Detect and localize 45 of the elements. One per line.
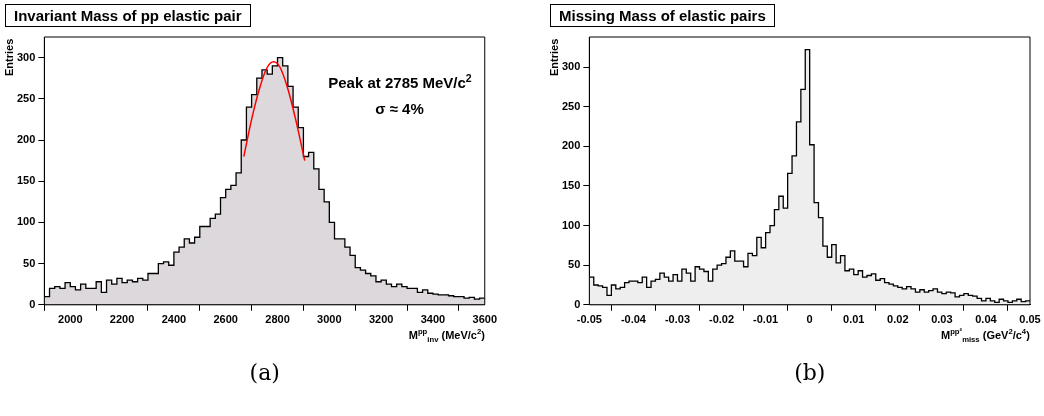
y-tick-label: 300 bbox=[561, 60, 581, 73]
y-tick-label: 100 bbox=[561, 218, 581, 231]
x-tick-label: 2600 bbox=[213, 313, 238, 326]
line-series bbox=[243, 60, 306, 162]
y-tick-label: 100 bbox=[16, 215, 36, 228]
x-tick-label: 3000 bbox=[317, 313, 342, 326]
y-tick-label: 0 bbox=[574, 297, 581, 310]
x-tick-label: 2000 bbox=[58, 313, 83, 326]
x-tick-label: -0.04 bbox=[620, 313, 647, 326]
x-tick-label: 3400 bbox=[420, 313, 446, 326]
text: (b) bbox=[794, 360, 826, 385]
x-tick-label: -0.03 bbox=[664, 313, 691, 326]
x-tick-label: 2800 bbox=[265, 313, 290, 326]
y-tick-label: 250 bbox=[561, 99, 581, 112]
x-tick-label: 2200 bbox=[109, 313, 135, 326]
x-tick-label: 0.04 bbox=[975, 313, 998, 326]
y-tick-label: 300 bbox=[16, 50, 36, 63]
y-tick-label: 0 bbox=[29, 297, 36, 310]
annotation: σ ≈ 4% bbox=[375, 100, 424, 117]
x-tick-label: 0.02 bbox=[887, 313, 909, 326]
x-tick-label: 3600 bbox=[472, 313, 498, 326]
x-tick-label: -0.01 bbox=[753, 313, 779, 326]
y-tick-label: 50 bbox=[23, 256, 36, 269]
x-tick-label: 0.01 bbox=[843, 313, 865, 326]
y-tick-label: 50 bbox=[568, 258, 581, 271]
y-axis-title: Entries bbox=[3, 38, 15, 76]
y-tick-label: 200 bbox=[561, 139, 581, 152]
y-tick-label: 150 bbox=[16, 174, 36, 187]
y-tick-label: 150 bbox=[561, 178, 581, 191]
x-axis-title: M$^{pp²}$$_{miss}$ (GeV$^{2}$/c$^{4}$) bbox=[941, 326, 1030, 344]
x-tick-label: -0.02 bbox=[709, 313, 735, 326]
x-tick-label: 0.05 bbox=[1019, 313, 1041, 326]
annotation: Peak at 2785 MeV/c$^{2}$ bbox=[328, 72, 472, 91]
chart-title: Missing Mass of elastic pairs bbox=[550, 4, 775, 27]
text: (a) bbox=[249, 360, 280, 385]
x-tick-label: 0.03 bbox=[931, 313, 953, 326]
chart-title: Invariant Mass of pp elastic pair bbox=[5, 4, 251, 27]
x-tick-label: 2400 bbox=[161, 313, 187, 326]
x-tick-label: 3200 bbox=[368, 313, 394, 326]
y-tick-label: 250 bbox=[16, 91, 36, 104]
x-tick-label: -0.05 bbox=[576, 313, 602, 326]
y-tick-label: 200 bbox=[16, 133, 36, 146]
x-tick-label: 0 bbox=[806, 313, 813, 326]
x-axis-title: M$^{pp}$$_{inv}$ (MeV/c$^{2}$) bbox=[408, 326, 485, 344]
y-axis-title: Entries bbox=[548, 38, 560, 76]
